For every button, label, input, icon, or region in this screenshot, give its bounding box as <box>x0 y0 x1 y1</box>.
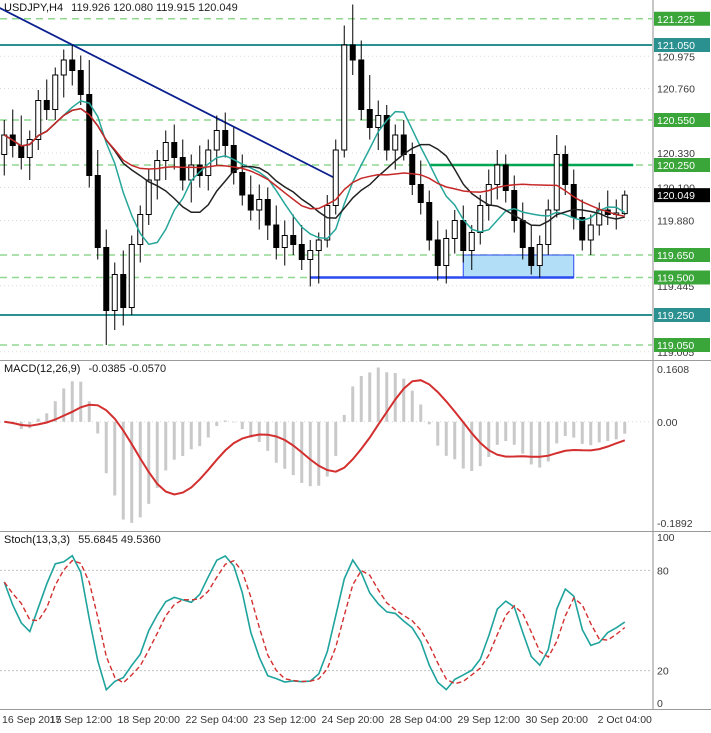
macd-values: -0.0385 -0.0570 <box>88 363 167 375</box>
time-label: 24 Sep 20:00 <box>321 714 384 726</box>
svg-text:0.00: 0.00 <box>657 417 678 429</box>
symbol-period-label: USDJPY,H4 <box>4 2 64 14</box>
time-label: 18 Sep 20:00 <box>117 714 180 726</box>
stoch-title: Stoch(13,3,3) 55.6845 49.5360 <box>4 534 161 546</box>
svg-text:100: 100 <box>657 532 675 544</box>
svg-text:120.049: 120.049 <box>657 190 695 202</box>
svg-text:120.330: 120.330 <box>657 148 695 160</box>
svg-text:120.760: 120.760 <box>657 84 695 96</box>
time-label: 2 Oct 04:00 <box>597 714 652 726</box>
svg-text:119.880: 119.880 <box>657 216 694 228</box>
svg-text:120.550: 120.550 <box>657 115 695 127</box>
stoch-main-line <box>3 554 626 692</box>
stochastic-indicator-panel: 100 80 20 0 Stoch(13,3,3) 55.6845 49.5360 <box>0 532 711 710</box>
stoch-axis-labels: 100 80 20 0 <box>657 532 675 709</box>
main-price-panel: 120.975120.760120.330120.100119.880119.4… <box>0 0 711 361</box>
macd-title: MACD(12,26,9) -0.0385 -0.0570 <box>4 363 166 375</box>
svg-text:-0.1892: -0.1892 <box>657 518 693 530</box>
chart-title: USDJPY,H4 119.926 120.080 119.915 120.04… <box>4 2 238 14</box>
svg-text:119.250: 119.250 <box>657 310 694 322</box>
time-axis: 16 Sep 2015 17 Sep 12:00 18 Sep 20:00 22 Se… <box>0 710 711 732</box>
stoch-values: 55.6845 49.5360 <box>78 534 161 546</box>
macd-histogram <box>11 367 627 523</box>
svg-text:20: 20 <box>657 666 669 678</box>
stochastic-chart-canvas[interactable]: 100 80 20 0 <box>0 532 711 709</box>
candlestick-chart-canvas[interactable]: 120.975120.760120.330120.100119.880119.4… <box>0 0 711 360</box>
time-label: 16 Sep 2015 <box>2 714 62 726</box>
svg-text:119.500: 119.500 <box>657 273 694 285</box>
svg-text:119.650: 119.650 <box>657 250 694 262</box>
svg-text:120.250: 120.250 <box>657 160 695 172</box>
macd-label: MACD(12,26,9) <box>4 363 81 375</box>
svg-text:0.1608: 0.1608 <box>657 364 689 376</box>
candles <box>1 4 628 345</box>
svg-text:120.975: 120.975 <box>657 51 695 63</box>
svg-text:80: 80 <box>657 565 669 577</box>
svg-text:121.050: 121.050 <box>657 40 695 52</box>
time-label: 28 Sep 04:00 <box>389 714 452 726</box>
moving-average-lines <box>3 100 626 246</box>
descending-trendline[interactable] <box>0 6 337 180</box>
time-label: 23 Sep 12:00 <box>253 714 316 726</box>
macd-chart-canvas[interactable]: 0.1608 0.00 -0.1892 <box>0 361 711 531</box>
time-label: 17 Sep 12:00 <box>49 714 112 726</box>
time-label: 22 Sep 04:00 <box>185 714 248 726</box>
current-price-badge: 120.049 <box>654 188 710 203</box>
support-zone-rect[interactable] <box>462 254 575 278</box>
macd-indicator-panel: 0.1608 0.00 -0.1892 MACD(12,26,9) -0.0385 … <box>0 361 711 532</box>
level-price-badges: 121.225 121.050 120.550 120.250 119.650 119.5… <box>654 11 710 352</box>
svg-text:121.225: 121.225 <box>657 14 695 26</box>
macd-axis-labels: 0.1608 0.00 -0.1892 <box>657 364 693 530</box>
svg-text:119.050: 119.050 <box>657 340 694 352</box>
ohlc-values: 119.926 120.080 119.915 120.049 <box>71 2 238 14</box>
macd-signal-line <box>4 379 626 496</box>
time-label: 29 Sep 12:00 <box>457 714 520 726</box>
svg-text:0: 0 <box>657 698 663 709</box>
time-label: 30 Sep 20:00 <box>525 714 588 726</box>
stoch-signal-line <box>3 559 626 685</box>
stoch-label: Stoch(13,3,3) <box>4 534 71 546</box>
